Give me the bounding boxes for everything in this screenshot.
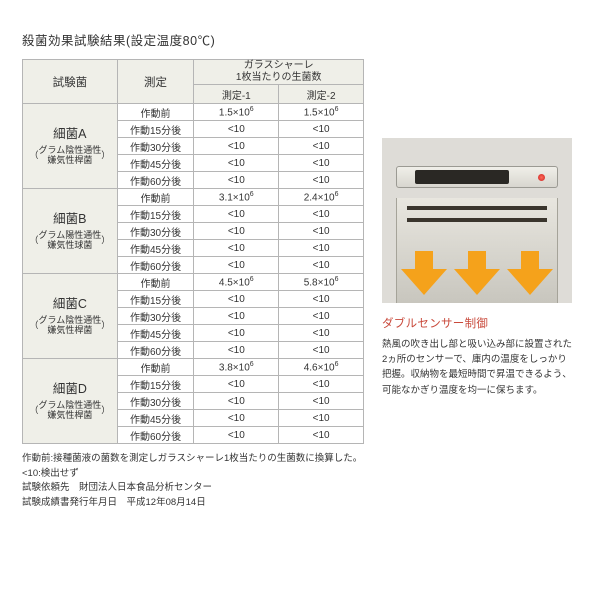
value-cell: 4.6×106 <box>279 359 364 376</box>
value-cell: 1.5×106 <box>279 104 364 121</box>
measure-cell: 作動15分後 <box>117 376 194 393</box>
measure-cell: 作動45分後 <box>117 240 194 257</box>
value-cell: <10 <box>279 376 364 393</box>
image-caption: ダブルセンサー制御 <box>382 315 572 331</box>
measure-cell: 作動30分後 <box>117 393 194 410</box>
value-cell: <10 <box>194 206 279 223</box>
value-cell: <10 <box>279 206 364 223</box>
value-cell: <10 <box>194 376 279 393</box>
page-title: 殺菌効果試験結果(設定温度80℃) <box>22 30 364 49</box>
value-cell: <10 <box>279 240 364 257</box>
value-cell: 3.8×106 <box>194 359 279 376</box>
measure-cell: 作動45分後 <box>117 410 194 427</box>
measure-cell: 作動60分後 <box>117 427 194 444</box>
value-cell: <10 <box>279 257 364 274</box>
th-bacteria: 試験菌 <box>23 60 118 104</box>
measure-cell: 作動45分後 <box>117 325 194 342</box>
value-cell: <10 <box>279 410 364 427</box>
value-cell: <10 <box>194 223 279 240</box>
value-cell: <10 <box>194 291 279 308</box>
footnotes: 作動前:接種菌液の菌数を測定しガラスシャーレ1枚当たりの生菌数に換算した。<10… <box>22 452 364 511</box>
value-cell: <10 <box>279 291 364 308</box>
th-measure: 測定 <box>117 60 194 104</box>
heat-arrow-icon <box>454 251 500 299</box>
value-cell: <10 <box>194 138 279 155</box>
footnote-line: 試験依頼先 財団法人日本食品分析センター <box>22 481 364 496</box>
measure-cell: 作動15分後 <box>117 291 194 308</box>
th-m1: 測定-1 <box>194 85 279 104</box>
footnote-line: 作動前:接種菌液の菌数を測定しガラスシャーレ1枚当たりの生菌数に換算した。 <box>22 452 364 467</box>
bacteria-label: 細菌B（グラム陽性通性嫌気性球菌） <box>23 189 118 274</box>
th-m2: 測定-2 <box>279 85 364 104</box>
value-cell: <10 <box>194 308 279 325</box>
value-cell: <10 <box>194 427 279 444</box>
value-cell: 5.8×106 <box>279 274 364 291</box>
value-cell: <10 <box>194 325 279 342</box>
value-cell: <10 <box>194 342 279 359</box>
value-cell: <10 <box>194 172 279 189</box>
measure-cell: 作動15分後 <box>117 206 194 223</box>
measure-cell: 作動前 <box>117 359 194 376</box>
th-count: ガラスシャーレ 1枚当たりの生菌数 <box>194 60 364 85</box>
bacteria-label: 細菌C（グラム陰性通性嫌気性桿菌） <box>23 274 118 359</box>
footnote-line: 試験成績書発行年月日 平成12年08月14日 <box>22 496 364 511</box>
value-cell: <10 <box>194 240 279 257</box>
value-cell: <10 <box>279 138 364 155</box>
measure-cell: 作動30分後 <box>117 223 194 240</box>
value-cell: <10 <box>279 308 364 325</box>
value-cell: 2.4×106 <box>279 189 364 206</box>
image-description: 熱風の吹き出し部と吸い込み部に設置された2ヵ所のセンサーで、庫内の温度をしっかり… <box>382 337 572 398</box>
value-cell: <10 <box>194 393 279 410</box>
measure-cell: 作動前 <box>117 274 194 291</box>
measure-cell: 作動60分後 <box>117 172 194 189</box>
measure-cell: 作動60分後 <box>117 257 194 274</box>
footnote-line: <10:検出せず <box>22 467 364 482</box>
value-cell: <10 <box>194 410 279 427</box>
value-cell: <10 <box>279 121 364 138</box>
heat-arrow-icon <box>507 251 553 299</box>
value-cell: <10 <box>279 223 364 240</box>
value-cell: <10 <box>194 155 279 172</box>
measure-cell: 作動60分後 <box>117 342 194 359</box>
measure-cell: 作動45分後 <box>117 155 194 172</box>
value-cell: <10 <box>279 427 364 444</box>
value-cell: <10 <box>279 325 364 342</box>
heat-arrow-icon <box>401 251 447 299</box>
value-cell: <10 <box>194 257 279 274</box>
measure-cell: 作動前 <box>117 104 194 121</box>
results-table: 試験菌 測定 ガラスシャーレ 1枚当たりの生菌数 測定-1 測定-2 細菌A（グ… <box>22 59 364 444</box>
value-cell: 3.1×106 <box>194 189 279 206</box>
value-cell: <10 <box>279 393 364 410</box>
bacteria-label: 細菌A（グラム陰性通性嫌気性桿菌） <box>23 104 118 189</box>
value-cell: <10 <box>279 342 364 359</box>
measure-cell: 作動30分後 <box>117 308 194 325</box>
bacteria-label: 細菌D（グラム陰性通性嫌気性桿菌） <box>23 359 118 444</box>
value-cell: 4.5×106 <box>194 274 279 291</box>
value-cell: <10 <box>194 121 279 138</box>
measure-cell: 作動15分後 <box>117 121 194 138</box>
value-cell: 1.5×106 <box>194 104 279 121</box>
value-cell: <10 <box>279 172 364 189</box>
device-illustration <box>382 138 572 303</box>
measure-cell: 作動前 <box>117 189 194 206</box>
value-cell: <10 <box>279 155 364 172</box>
measure-cell: 作動30分後 <box>117 138 194 155</box>
